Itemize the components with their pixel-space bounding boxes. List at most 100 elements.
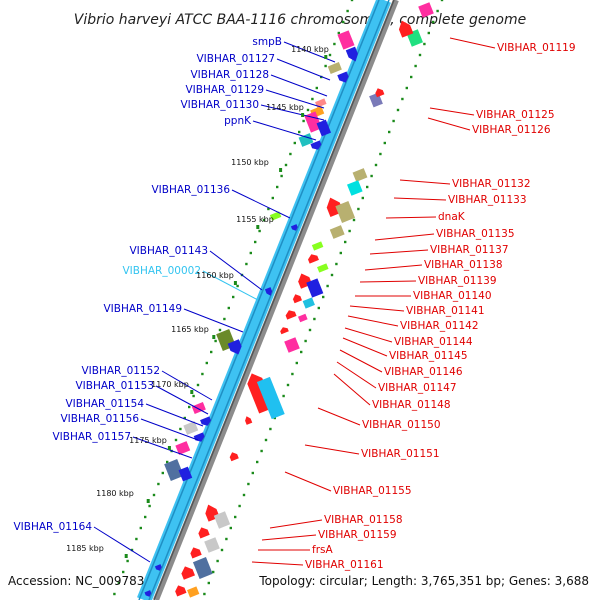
gene-feature [375, 88, 385, 98]
kbp-label: 1145 kbp [266, 103, 304, 112]
tick-dot [311, 97, 314, 101]
tick-dot [216, 559, 219, 563]
leader-line [231, 189, 291, 219]
accession-text: Accession: NC_009783 [8, 574, 144, 588]
tick-dot [286, 383, 290, 387]
tick-dot [414, 64, 417, 68]
gene-label-right: VIBHAR_01137 [430, 244, 509, 256]
gene-label-left: VIBHAR_01128 [190, 69, 269, 81]
leader-line [304, 444, 360, 455]
tick-dot [262, 218, 266, 222]
gene-feature [183, 421, 199, 435]
leader-line [369, 249, 429, 255]
tick-dot [352, 218, 356, 222]
gene-feature [227, 339, 242, 355]
tick-dot [280, 174, 283, 178]
tick-dot [130, 548, 134, 552]
backbone-strand-edge [153, 0, 395, 600]
tick-dot [405, 86, 408, 90]
tick-dot [139, 526, 142, 530]
tick-dot [161, 471, 164, 475]
gene-feature [329, 225, 345, 239]
leader-line [339, 349, 383, 373]
tick-dot [427, 31, 430, 35]
tick-dot [333, 42, 336, 46]
tick-dot [370, 174, 373, 178]
gene-feature [192, 557, 213, 579]
tick-dot [302, 119, 305, 123]
gene-label-left: VIBHAR_01156 [60, 413, 139, 425]
tick-dot [207, 581, 210, 585]
leader-line [427, 117, 471, 131]
tick-dot [196, 383, 200, 387]
leader-line [349, 305, 405, 312]
tick-dot [220, 548, 224, 552]
tick-dot [357, 207, 360, 211]
gene-label-left: VIBHAR_01153 [75, 380, 154, 392]
kbp-tick [124, 554, 128, 558]
gene-feature [298, 133, 314, 147]
leader-lines [93, 37, 496, 566]
tick-dot [304, 339, 307, 343]
leader-line [270, 74, 328, 97]
gene-feature [181, 566, 195, 580]
tick-dot [166, 460, 169, 464]
gene-label-right: VIBHAR_01161 [305, 559, 384, 571]
tick-dot [126, 559, 129, 563]
tick-dot [342, 20, 345, 24]
kbp-tick [212, 335, 216, 339]
gene-feature [204, 537, 220, 553]
gene-feature [191, 402, 206, 414]
gene-feature [164, 459, 184, 481]
gene-feature [306, 278, 324, 298]
gene-feature [144, 590, 152, 597]
gene-feature [345, 46, 358, 62]
gene-feature [327, 62, 342, 74]
gene-feature [154, 564, 162, 571]
tick-dot [260, 449, 263, 453]
gene-feature [335, 201, 356, 223]
tick-dot [295, 361, 298, 365]
tick-dot [223, 317, 226, 321]
backbone-edge-left [138, 0, 380, 600]
gene-feature [175, 441, 191, 455]
tick-dot [388, 130, 391, 134]
tick-dot [348, 229, 351, 233]
tick-dot [152, 493, 156, 497]
leader-line [261, 534, 317, 541]
leader-line [399, 179, 451, 185]
kbp-tick [324, 55, 328, 59]
gene-feature [256, 376, 285, 420]
kbp-label: 1170 kbp [151, 380, 189, 389]
gene-label-right: VIBHAR_01140 [413, 290, 492, 302]
gene-label-left: VIBHAR_01154 [65, 398, 144, 410]
gene-label-left: VIBHAR_01157 [52, 431, 131, 443]
tick-dot [335, 262, 338, 266]
tick-dot [326, 284, 329, 288]
tick-dot [317, 306, 320, 310]
tick-dot [293, 141, 296, 145]
gene-feature [280, 327, 289, 335]
tick-dot [238, 504, 241, 508]
gene-label-left: VIBHAR_01130 [180, 99, 259, 111]
tick-dot [440, 0, 444, 2]
tick-dot [256, 460, 259, 464]
gene-feature [200, 416, 211, 426]
leader-line [252, 120, 317, 141]
tick-dot [374, 163, 378, 167]
leader-line [385, 216, 437, 219]
tick-dot [251, 471, 254, 475]
map-title: Vibrio harveyi ATCC BAA-1116 chromosome … [74, 12, 526, 28]
tick-dot [346, 9, 349, 13]
leader-line [347, 315, 399, 327]
kbp-tick [167, 446, 171, 450]
gene-feature [178, 466, 193, 482]
leader-line [276, 58, 331, 81]
tick-dot [236, 284, 239, 288]
kbp-tick [279, 168, 283, 172]
summary-text: Topology: circular; Length: 3,765,351 bp… [258, 574, 589, 588]
leader-line [140, 418, 199, 441]
tick-dot [212, 570, 215, 574]
gene-label-right: VIBHAR_01147 [378, 382, 457, 394]
kbp-label: 1180 kbp [96, 489, 134, 498]
